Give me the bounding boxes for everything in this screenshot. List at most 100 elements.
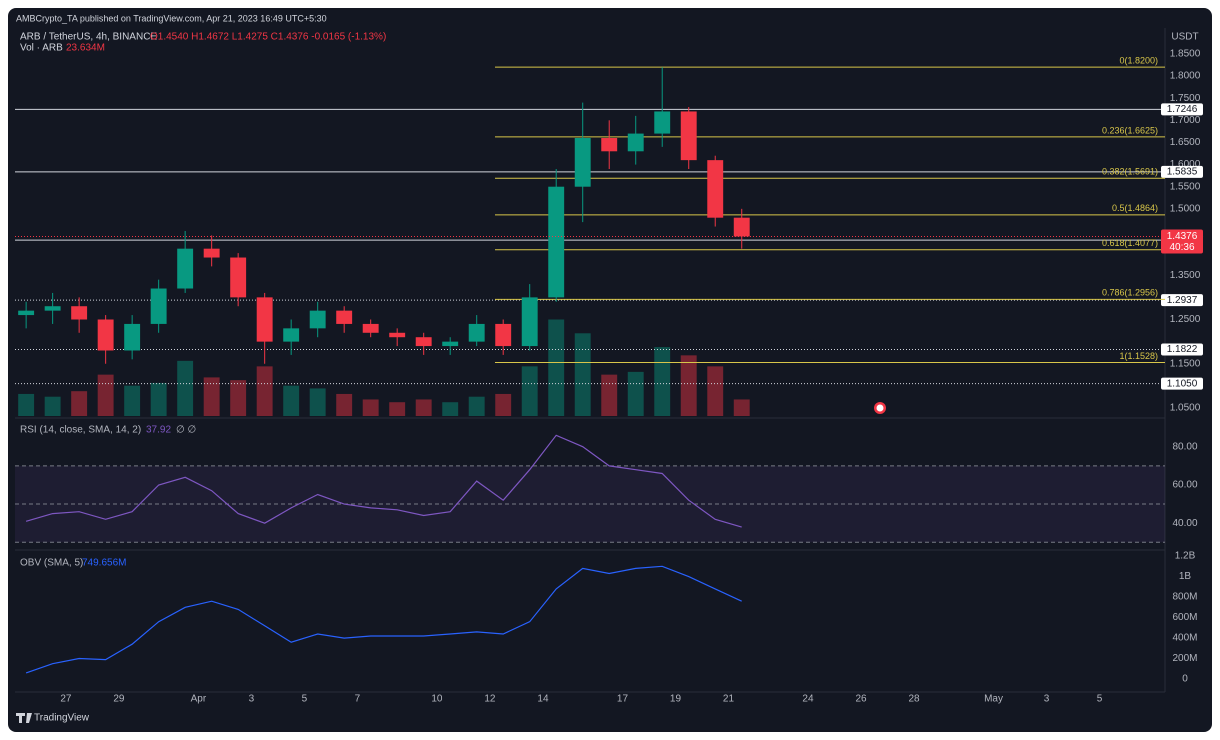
candle-body xyxy=(574,138,591,187)
x-tick-label: 17 xyxy=(617,694,629,705)
candle-body xyxy=(601,138,618,152)
volume-bar xyxy=(18,393,35,416)
x-tick-label: 21 xyxy=(723,694,735,705)
volume-bar xyxy=(468,396,485,416)
volume-bar xyxy=(256,366,273,416)
x-tick-label: May xyxy=(984,694,1003,705)
candle-body xyxy=(362,323,379,333)
level-box xyxy=(1161,343,1203,356)
y-tick-label: 1.2B xyxy=(1175,551,1196,562)
y-tick-label: 1.5000 xyxy=(1170,203,1201,214)
y-tick-label: 1.8000 xyxy=(1170,71,1201,82)
volume-bar xyxy=(495,393,512,416)
indicator-line xyxy=(25,434,742,528)
y-tick-label: 1.6500 xyxy=(1170,137,1201,148)
candle-body xyxy=(309,310,326,329)
brand-logo xyxy=(16,713,32,723)
event-icon-inner xyxy=(876,404,884,412)
x-tick-label: 29 xyxy=(113,694,125,705)
volume-bar xyxy=(97,374,114,416)
candle-body xyxy=(44,306,61,311)
y-tick-label: 1.6000 xyxy=(1170,159,1201,170)
chart-background xyxy=(8,8,1212,732)
x-tick-label: 5 xyxy=(1097,694,1103,705)
volume-bar xyxy=(442,402,459,416)
volume-bar xyxy=(203,377,220,416)
candle-body xyxy=(336,310,353,324)
volume-bar xyxy=(309,388,326,416)
y-tick-label: 1.0500 xyxy=(1170,403,1201,414)
indicator-line xyxy=(25,565,742,674)
y-tick-label: 1.5500 xyxy=(1170,181,1201,192)
level-label: 1.1822 xyxy=(1167,344,1198,355)
volume-bar xyxy=(44,396,61,416)
volume-bar xyxy=(230,380,247,416)
rsi-value: 37.92 xyxy=(146,425,171,436)
y-tick-label: 600M xyxy=(1172,612,1197,623)
level-box xyxy=(1161,294,1203,307)
candle-body xyxy=(71,306,88,320)
candle-body xyxy=(627,133,644,152)
fib-label: 1(1.1528) xyxy=(1119,351,1158,361)
y-tick-label: 1.1500 xyxy=(1170,358,1201,369)
y-tick-label: 400M xyxy=(1172,633,1197,644)
x-tick-label: 19 xyxy=(670,694,682,705)
candle-body xyxy=(124,323,141,351)
volume-bar xyxy=(574,333,591,416)
y-tick-label: 200M xyxy=(1172,653,1197,664)
candle-body xyxy=(97,319,114,351)
level-box xyxy=(1161,103,1203,116)
x-tick-label: Apr xyxy=(191,694,207,705)
y-tick-label: 80.00 xyxy=(1172,441,1197,452)
y-tick-label: 0 xyxy=(1182,674,1188,685)
volume-bar xyxy=(627,371,644,416)
countdown: 40:36 xyxy=(1169,242,1194,253)
fib-label: 0.618(1.4077) xyxy=(1102,238,1158,248)
candle-body xyxy=(495,323,512,347)
candle-body xyxy=(680,111,697,161)
candle-body xyxy=(442,341,459,347)
candle-body xyxy=(415,337,432,347)
y-tick-label: 1.2500 xyxy=(1170,314,1201,325)
y-tick-label: 1.7500 xyxy=(1170,93,1201,104)
volume-bar xyxy=(654,347,671,416)
x-tick-label: 12 xyxy=(484,694,496,705)
volume-bar xyxy=(707,366,724,416)
candle-body xyxy=(468,323,485,342)
y-tick-label: 1.8500 xyxy=(1170,49,1201,60)
level-label: 1.7246 xyxy=(1167,104,1198,115)
fib-label: 0.382(1.5691) xyxy=(1102,167,1158,177)
y-tick-label: 1.3500 xyxy=(1170,270,1201,281)
symbol: ARB / TetherUS, 4h, BINANCE xyxy=(20,32,157,43)
x-tick-label: 28 xyxy=(908,694,920,705)
level-label: 1.2937 xyxy=(1167,295,1198,306)
volume-bar xyxy=(150,382,167,416)
volume-bar xyxy=(124,385,141,416)
candle-body xyxy=(389,332,406,338)
volume-bar xyxy=(71,391,88,416)
candle-body xyxy=(283,328,300,342)
fib-label: 0.236(1.6625) xyxy=(1102,125,1158,135)
level-box xyxy=(1161,165,1203,178)
volume-bar xyxy=(733,399,750,416)
x-tick-label: 3 xyxy=(249,694,255,705)
candle-body xyxy=(548,186,565,298)
level-box xyxy=(1161,377,1203,390)
volume-bar xyxy=(601,374,618,416)
x-tick-label: 7 xyxy=(355,694,361,705)
rsi-extra: ∅ ∅ xyxy=(176,425,196,436)
rsi-title: RSI (14, close, SMA, 14, 2) xyxy=(20,425,141,436)
obv-title: OBV (SMA, 5) xyxy=(20,558,83,569)
fib-label: 0.786(1.2956) xyxy=(1102,288,1158,298)
volume-bar xyxy=(362,399,379,416)
fib-label: 0.5(1.4864) xyxy=(1112,203,1158,213)
volume-bar xyxy=(283,385,300,416)
candle-body xyxy=(707,160,724,218)
candle-body xyxy=(203,248,220,258)
candle-body xyxy=(654,111,671,134)
candle-body xyxy=(256,297,273,342)
x-tick-label: 27 xyxy=(60,694,72,705)
x-tick-label: 10 xyxy=(431,694,443,705)
candle-body xyxy=(150,288,167,324)
